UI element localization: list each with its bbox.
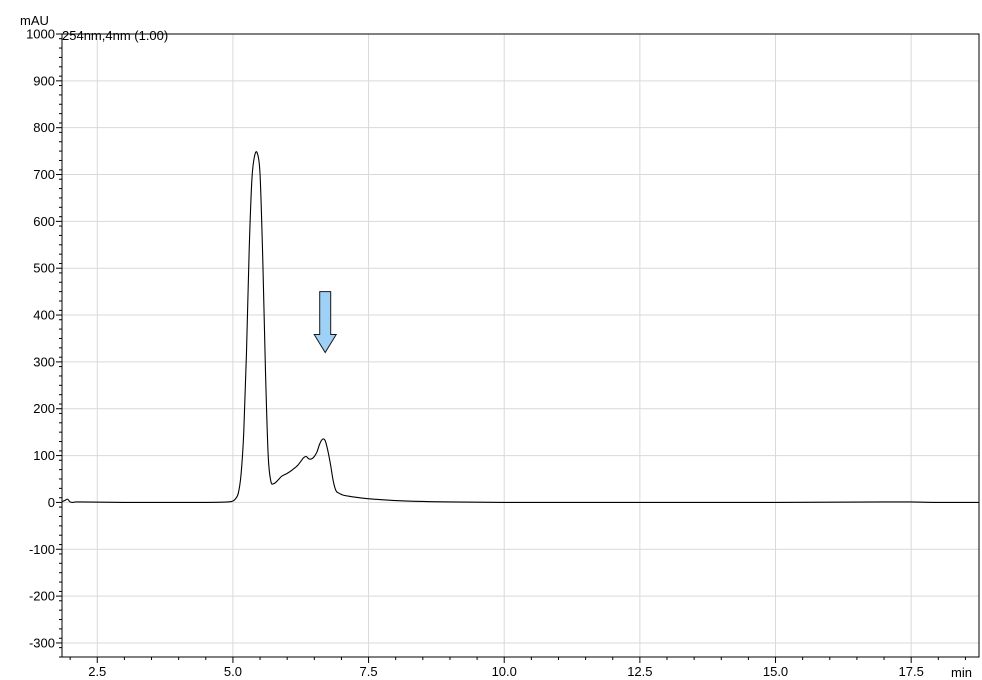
y-tick-label: 0 xyxy=(48,495,55,510)
x-tick-label: 5.0 xyxy=(224,664,242,679)
y-tick-layer: -300 -200 -100 0 100 200 300 400 500 600 700 800 900… xyxy=(26,27,62,658)
y-axis-unit-label: mAU xyxy=(20,13,49,28)
x-tick-label: 17.5 xyxy=(899,664,924,679)
x-tick-label: 2.5 xyxy=(88,664,106,679)
y-tick-label: 1000 xyxy=(26,27,55,42)
trace-label: 254nm,4nm (1.00) xyxy=(62,28,168,43)
y-tick-label: -100 xyxy=(29,542,55,557)
y-tick-label: -200 xyxy=(29,589,55,604)
x-axis-unit-label: min xyxy=(951,665,972,680)
data-line-254nm xyxy=(61,151,980,504)
y-tick-label: 700 xyxy=(33,167,55,182)
y-tick-label: 500 xyxy=(33,261,55,276)
y-tick-label: 800 xyxy=(33,120,55,135)
y-tick-label: 200 xyxy=(33,401,55,416)
y-tick-label: 400 xyxy=(33,308,55,323)
y-tick-label: 900 xyxy=(33,73,55,88)
x-tick-label: 10.0 xyxy=(492,664,517,679)
grid-layer xyxy=(62,33,979,657)
x-tick-label: 15.0 xyxy=(763,664,788,679)
x-tick-label: 12.5 xyxy=(627,664,652,679)
x-tick-label: 7.5 xyxy=(360,664,378,679)
plot-frame xyxy=(61,33,980,658)
y-tick-label: 600 xyxy=(33,214,55,229)
x-tick-layer: 2.5 5.0 7.5 10.0 12.5 15.0 17.5 xyxy=(69,657,966,679)
y-tick-label: 300 xyxy=(33,354,55,369)
y-tick-label: 100 xyxy=(33,448,55,463)
y-tick-label: -300 xyxy=(29,635,55,650)
peak-arrow-icon xyxy=(313,291,338,354)
